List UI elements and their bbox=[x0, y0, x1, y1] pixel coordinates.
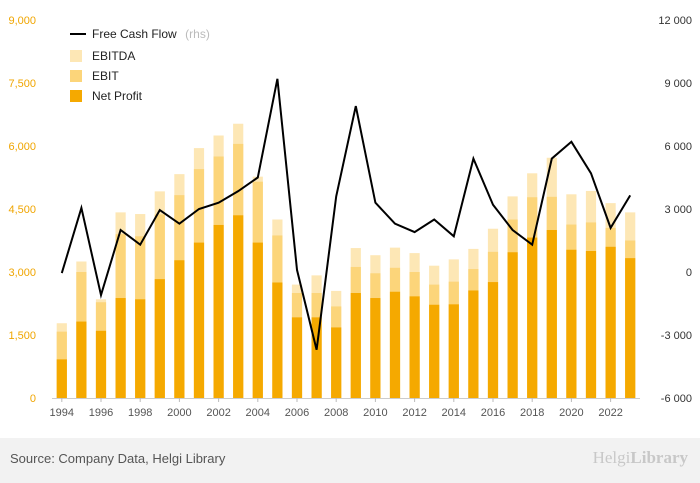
x-tick-label: 2016 bbox=[481, 407, 505, 419]
bar-net-profit-2015 bbox=[468, 290, 479, 398]
x-tick-label: 2010 bbox=[363, 407, 387, 419]
bar-net-profit-2008 bbox=[331, 327, 342, 398]
left-axis-ticks: 0 1,500 3,000 4,500 6,000 7,500 9,000 bbox=[8, 15, 36, 405]
legend-ebit-swatch bbox=[70, 70, 82, 82]
x-tick-label: 2000 bbox=[167, 407, 191, 419]
logo-helgi: Helgi bbox=[592, 448, 631, 467]
bar-net-profit-2014 bbox=[448, 304, 459, 398]
bar-net-profit-2018 bbox=[527, 237, 538, 398]
bar-net-profit-1999 bbox=[154, 279, 165, 398]
bar-net-profit-2005 bbox=[272, 282, 283, 398]
bar-net-profit-2012 bbox=[409, 296, 420, 398]
logo-library: Library bbox=[630, 448, 688, 467]
right-tick-label: 6 000 bbox=[664, 141, 692, 153]
bar-net-profit-2013 bbox=[429, 304, 440, 398]
svg-text:Free Cash Flow (rhs): Free Cash Flow (rhs) bbox=[92, 25, 210, 42]
x-tick-label: 1994 bbox=[50, 407, 74, 419]
x-tick-label: 2012 bbox=[402, 407, 426, 419]
x-tick-label: 2002 bbox=[206, 407, 230, 419]
left-tick-label: 6,000 bbox=[8, 141, 36, 153]
free-cash-flow-line bbox=[60, 78, 632, 350]
bar-net-profit-2022 bbox=[605, 246, 616, 398]
x-tick-label: 2022 bbox=[598, 407, 622, 419]
bar-net-profit-1995 bbox=[76, 321, 87, 398]
right-tick-label: -6 000 bbox=[661, 393, 692, 405]
right-tick-label: 12 000 bbox=[658, 15, 692, 27]
legend-fcf-label: Free Cash Flow bbox=[92, 27, 177, 41]
x-tick-label: 2014 bbox=[442, 407, 466, 419]
bar-net-profit-2007 bbox=[311, 317, 322, 398]
legend-net-profit-swatch bbox=[70, 90, 82, 102]
left-tick-label: 9,000 bbox=[8, 15, 36, 27]
right-tick-label: 0 bbox=[686, 267, 692, 279]
bar-net-profit-2002 bbox=[213, 224, 224, 398]
x-tick-label: 2020 bbox=[559, 407, 583, 419]
left-tick-label: 1,500 bbox=[8, 330, 36, 342]
bar-net-profit-2019 bbox=[546, 230, 557, 398]
bar-net-profit-1994 bbox=[56, 359, 67, 398]
bar-net-profit-2016 bbox=[487, 282, 499, 398]
bar-net-profit-2006 bbox=[291, 317, 303, 398]
legend: Free Cash Flow (rhs) EBITDA EBIT Net Pro… bbox=[70, 25, 210, 103]
bar-net-profit-2021 bbox=[585, 251, 597, 398]
right-tick-label: 9 000 bbox=[664, 78, 692, 90]
x-tick-label: 2018 bbox=[520, 407, 544, 419]
bar-net-profit-1997 bbox=[115, 298, 126, 398]
bar-net-profit-2011 bbox=[389, 291, 401, 398]
legend-ebit-label: EBIT bbox=[92, 69, 119, 83]
bar-net-profit-1996 bbox=[95, 330, 107, 398]
legend-ebitda-label: EBITDA bbox=[92, 49, 135, 63]
fcf-line-group bbox=[60, 78, 632, 350]
right-tick-label: -3 000 bbox=[661, 330, 692, 342]
left-tick-label: 7,500 bbox=[8, 78, 36, 90]
x-tick-label: 2008 bbox=[324, 407, 348, 419]
bar-net-profit-2003 bbox=[233, 215, 244, 398]
bars bbox=[56, 123, 636, 399]
x-axis-ticks: 1994 1996 1998 2000 2002 2004 2006 2008 2010 2012… bbox=[50, 398, 623, 419]
source-note: Source: Company Data, Helgi Library bbox=[10, 451, 226, 466]
x-tick-label: 1996 bbox=[89, 407, 113, 419]
helgi-library-logo: HelgiLibrary bbox=[593, 448, 688, 468]
legend-ebitda-swatch bbox=[70, 50, 82, 62]
bar-net-profit-2017 bbox=[507, 252, 518, 398]
bar-net-profit-2020 bbox=[566, 249, 577, 398]
right-axis-ticks: -6 000 -3 000 0 3 000 6 000 9 000 12 000 bbox=[658, 15, 692, 405]
x-tick-label: 2006 bbox=[285, 407, 309, 419]
legend-fcf-note: (rhs) bbox=[185, 27, 210, 41]
bar-net-profit-2000 bbox=[174, 260, 185, 398]
legend-net-profit-label: Net Profit bbox=[92, 89, 143, 103]
left-tick-label: 4,500 bbox=[8, 204, 36, 216]
bar-net-profit-2010 bbox=[370, 298, 381, 398]
bar-net-profit-2009 bbox=[350, 293, 361, 398]
bar-net-profit-2023 bbox=[625, 258, 636, 398]
x-tick-label: 2004 bbox=[246, 407, 270, 419]
chart: 0 1,500 3,000 4,500 6,000 7,500 9,000 -6 000 -3… bbox=[8, 15, 692, 419]
x-tick-label: 1998 bbox=[128, 407, 152, 419]
left-tick-label: 3,000 bbox=[8, 267, 36, 279]
footer: Source: Company Data, Helgi Library Helg… bbox=[0, 438, 700, 483]
bar-net-profit-1998 bbox=[135, 299, 146, 398]
bar-net-profit-2001 bbox=[193, 242, 205, 398]
left-tick-label: 0 bbox=[30, 393, 36, 405]
right-tick-label: 3 000 bbox=[664, 204, 692, 216]
bar-net-profit-2004 bbox=[252, 242, 263, 398]
